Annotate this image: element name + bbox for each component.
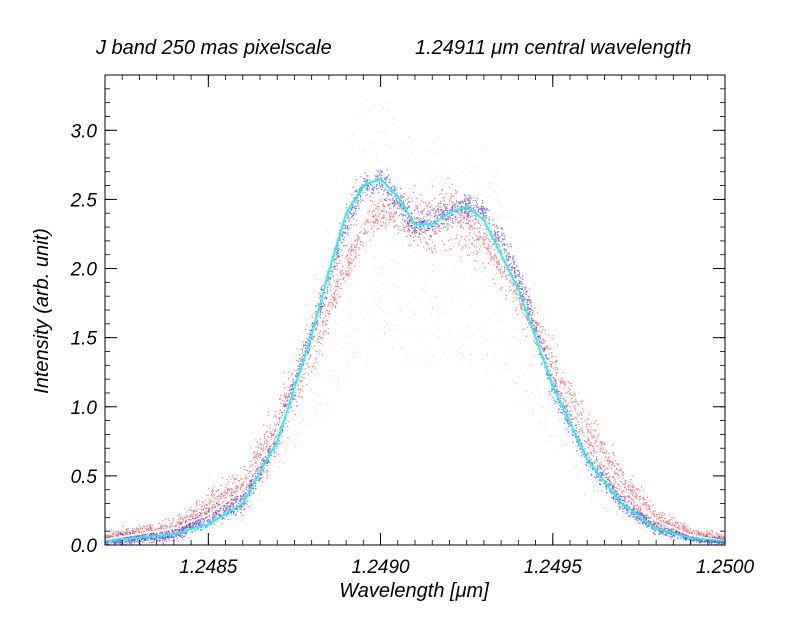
y-tick-label: 2.5 [70, 190, 98, 211]
blue-mean-curve [104, 177, 726, 542]
chart-title-right: 1.24911 μm central wavelength [415, 37, 691, 59]
plot-frame [104, 74, 726, 546]
scatter-halo-red [105, 138, 725, 542]
scatter-halo-blue [105, 99, 725, 544]
x-tick-label: 1.2495 [524, 557, 583, 578]
y-axis-title: Intensity (arb. unit) [31, 228, 53, 394]
chart-title-right-unit: μm central wavelength [490, 37, 691, 59]
chart-title-left: J band 250 mas pixelscale [95, 37, 332, 59]
y-tick-label: 0.0 [71, 536, 98, 557]
x-tick-label: 1.2500 [696, 557, 755, 578]
scatter-layer [105, 99, 725, 545]
x-tick-label: 1.2490 [351, 557, 410, 578]
scatter-series-red [105, 138, 725, 545]
y-tick-label: 1.5 [71, 329, 98, 350]
y-tick-label: 2.0 [70, 260, 98, 281]
chart-title-right-value: 1.24911 [415, 37, 486, 59]
y-tick-label: 3.0 [71, 121, 98, 142]
curve-layer [104, 177, 726, 542]
x-tick-label: 1.2485 [179, 557, 238, 578]
scatter-series-blue [105, 99, 725, 545]
x-axis-title: Wavelength [μm] [339, 580, 489, 602]
y-tick-label: 1.0 [71, 398, 98, 419]
red-mean-curve [104, 208, 726, 542]
axes-layer: 1.2485 1.2490 1.2495 1.2500 0.0 0.5 1.0 1.5 2.0 2… [70, 74, 755, 578]
y-tick-label: 0.5 [71, 467, 98, 488]
